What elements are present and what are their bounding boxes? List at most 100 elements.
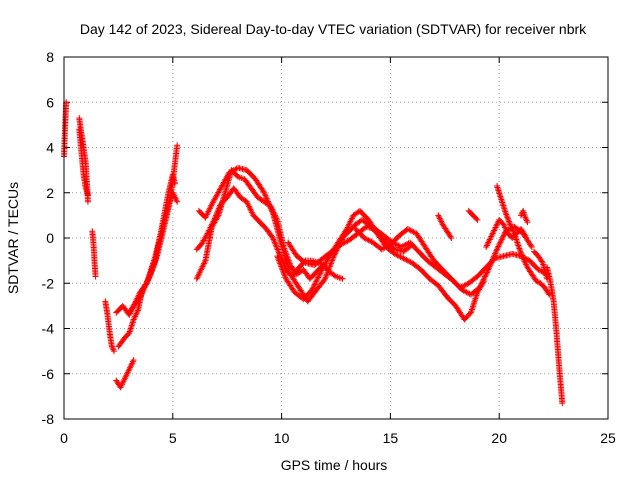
data-point-marker xyxy=(497,239,504,246)
data-point-marker xyxy=(516,246,523,253)
data-point-marker xyxy=(496,240,503,247)
y-axis-label: SDTVAR / TECUs xyxy=(5,182,21,294)
series-track-20 xyxy=(517,207,531,226)
data-point-marker xyxy=(492,249,499,256)
data-point-marker xyxy=(515,244,522,251)
series-track-6 xyxy=(113,357,137,391)
series-track-5 xyxy=(102,298,118,355)
data-point-marker xyxy=(311,282,318,289)
data-point-marker xyxy=(272,242,279,249)
data-point-marker xyxy=(315,273,322,280)
data-point-marker xyxy=(263,195,270,202)
data-point-marker xyxy=(506,220,513,227)
series-track-22 xyxy=(544,264,566,407)
data-point-marker xyxy=(261,189,268,196)
data-point-marker xyxy=(504,214,511,221)
data-point-marker xyxy=(266,201,273,208)
data-point-marker xyxy=(521,231,528,238)
x-tick-label: 15 xyxy=(383,430,399,446)
data-point-marker xyxy=(493,247,500,254)
data-point-marker xyxy=(524,219,531,226)
data-point-marker xyxy=(519,253,526,260)
data-point-marker xyxy=(174,198,181,205)
data-point-marker xyxy=(559,400,566,407)
data-point-marker xyxy=(504,215,511,222)
y-tick-label: -4 xyxy=(42,321,55,337)
y-tick-label: 4 xyxy=(46,140,54,156)
data-point-marker xyxy=(271,239,278,246)
series-track-21 xyxy=(531,248,551,282)
series-track-19 xyxy=(494,182,553,298)
data-point-marker xyxy=(265,199,272,206)
data-point-marker xyxy=(519,252,526,259)
data-point-marker xyxy=(314,275,321,282)
data-point-marker xyxy=(495,243,502,250)
data-point-marker xyxy=(477,283,484,290)
data-point-marker xyxy=(262,192,269,199)
data-point-marker xyxy=(522,232,529,239)
data-point-marker xyxy=(483,269,490,276)
data-point-marker xyxy=(499,235,506,242)
data-point-marker xyxy=(272,240,279,247)
data-point-marker xyxy=(270,236,277,243)
data-point-marker xyxy=(480,276,487,283)
data-point-marker xyxy=(269,235,276,241)
data-point-marker xyxy=(214,213,221,220)
data-point-marker xyxy=(263,194,270,201)
data-point-marker xyxy=(264,198,271,205)
data-point-marker xyxy=(527,242,534,249)
x-axis-label: GPS time / hours xyxy=(281,457,388,473)
data-point-marker xyxy=(84,192,91,199)
x-tick-label: 5 xyxy=(169,430,177,446)
data-point-marker xyxy=(311,281,318,288)
data-point-marker xyxy=(494,246,501,253)
data-point-marker xyxy=(500,233,507,240)
data-point-marker xyxy=(447,233,454,240)
chart-title: Day 142 of 2023, Sidereal Day-to-day VTE… xyxy=(80,21,587,37)
data-point-marker xyxy=(500,232,507,239)
data-point-marker xyxy=(477,281,484,288)
data-point-marker xyxy=(309,285,316,292)
data-point-marker xyxy=(481,273,488,280)
data-point-marker xyxy=(315,274,322,281)
data-point-marker xyxy=(498,236,505,243)
data-point-marker xyxy=(84,198,91,205)
axis-ticks: 0 5 10 15 20 25 -8 -6 -4 -2 0 2 4 6 8 xyxy=(42,49,616,446)
data-point-marker xyxy=(317,270,324,277)
data-point-marker xyxy=(502,210,509,217)
data-point-marker xyxy=(316,271,323,278)
data-point-marker xyxy=(313,278,320,285)
data-point-marker xyxy=(266,202,273,209)
data-point-marker xyxy=(476,284,483,291)
data-point-marker xyxy=(269,208,276,215)
data-point-marker xyxy=(498,237,505,244)
data-point-marker xyxy=(268,207,275,214)
data-point-marker xyxy=(518,251,525,258)
data-point-marker xyxy=(517,249,524,256)
data-point-marker xyxy=(92,273,99,280)
y-tick-label: 0 xyxy=(46,230,54,246)
y-tick-label: -2 xyxy=(42,275,55,291)
data-point-marker xyxy=(111,348,118,355)
y-tick-label: 8 xyxy=(46,49,54,65)
y-tick-label: -8 xyxy=(42,411,55,427)
data-point-marker xyxy=(528,244,535,251)
data-point-marker xyxy=(478,280,485,287)
series-track-4 xyxy=(89,228,99,280)
data-point-marker xyxy=(505,218,512,225)
y-tick-label: 6 xyxy=(46,94,54,110)
data-point-marker xyxy=(503,211,510,218)
data-point-marker xyxy=(503,212,510,219)
data-point-marker xyxy=(273,243,280,250)
data-point-marker xyxy=(275,249,282,256)
x-tick-label: 10 xyxy=(274,430,290,446)
data-point-marker xyxy=(494,244,501,251)
data-point-marker xyxy=(331,272,338,279)
plot-frame xyxy=(63,56,609,420)
data-point-marker xyxy=(130,357,137,364)
x-tick-label: 0 xyxy=(60,430,68,446)
data-point-marker xyxy=(267,204,274,211)
series-track-16 xyxy=(435,212,455,241)
data-point-marker xyxy=(274,246,281,253)
